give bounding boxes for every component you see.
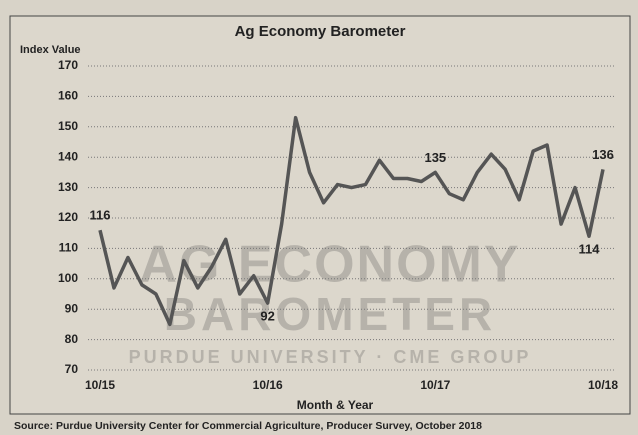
- data-label: 92: [260, 309, 274, 324]
- x-tick-label: 10/18: [588, 378, 618, 392]
- watermark-text: BAROMETER: [164, 288, 496, 340]
- y-tick-label: 140: [58, 149, 78, 163]
- source: Source: Purdue University Center for Com…: [14, 420, 482, 432]
- data-label: 135: [424, 150, 446, 165]
- x-tick-label: 10/15: [85, 378, 115, 392]
- x-tick-label: 10/16: [253, 378, 283, 392]
- chart-title: Ag Economy Barometer: [235, 23, 406, 40]
- y-tick-label: 90: [65, 301, 79, 315]
- y-tick-label: 120: [58, 210, 78, 224]
- data-label: 136: [592, 147, 614, 162]
- y-tick-label: 80: [65, 332, 79, 346]
- y-tick-label: 130: [58, 180, 78, 194]
- watermark-text: PURDUE UNIVERSITY · CME GROUP: [129, 347, 532, 367]
- y-tick-label: 170: [58, 58, 78, 72]
- y-tick-label: 70: [65, 362, 79, 376]
- data-label: 114: [579, 242, 601, 257]
- y-tick-label: 160: [58, 89, 78, 103]
- chart: Ag Economy Barometer Index Value Month &…: [0, 0, 638, 435]
- y-tick-label: 100: [58, 271, 78, 285]
- y-tick-label: 110: [59, 241, 79, 255]
- x-axis-label: Month & Year: [297, 398, 374, 412]
- page: Ag Economy Barometer Index Value Month &…: [0, 0, 638, 435]
- y-tick-label: 150: [58, 119, 78, 133]
- y-axis-label: Index Value: [20, 44, 81, 56]
- watermark: AG ECONOMY BAROMETER PURDUE UNIVERSITY ·…: [129, 236, 532, 367]
- x-tick-label: 10/17: [420, 378, 450, 392]
- data-label: 116: [90, 208, 111, 223]
